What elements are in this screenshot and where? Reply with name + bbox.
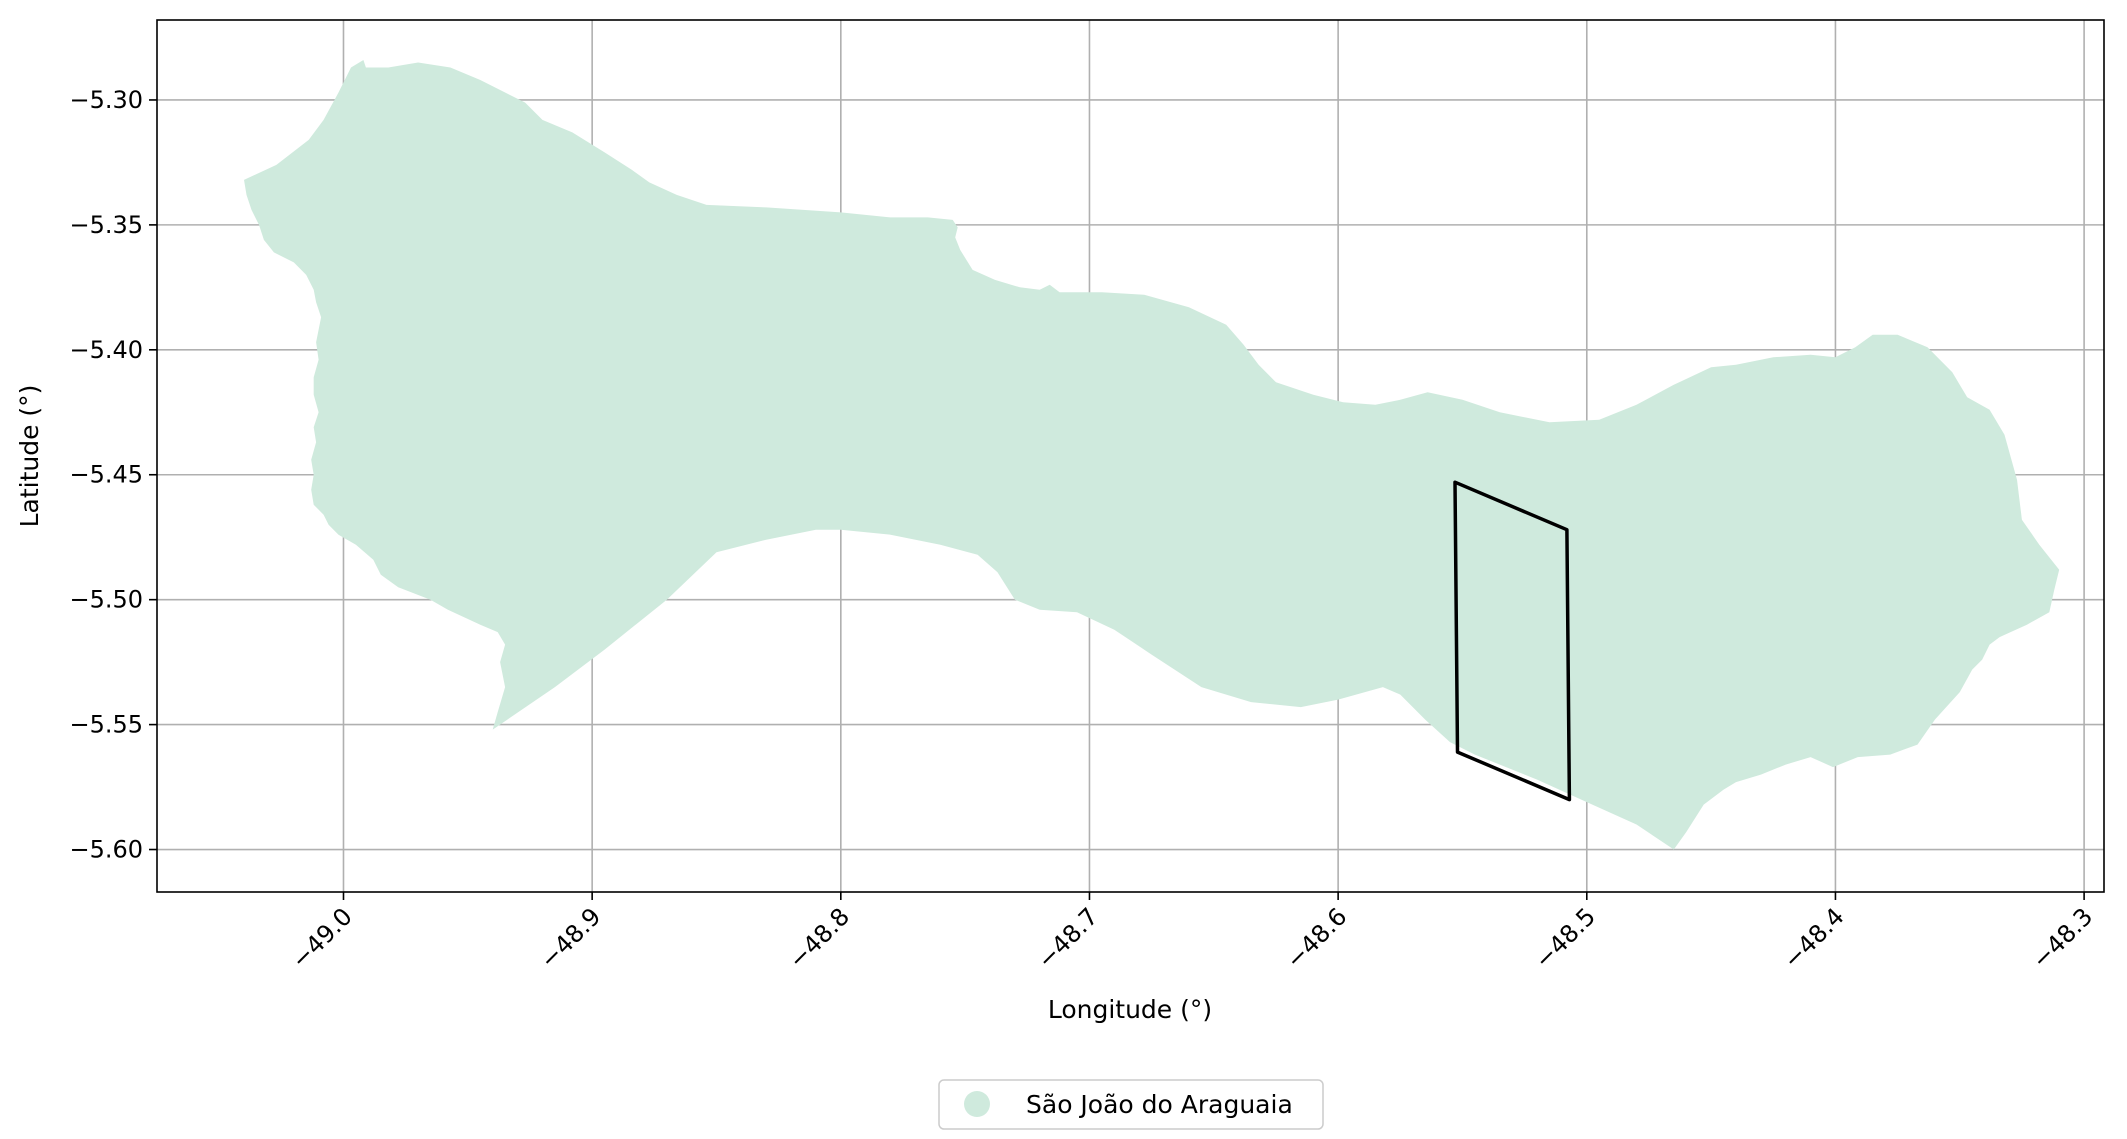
- legend-label: São João do Araguaia: [1026, 1090, 1293, 1119]
- y-tick-label: −5.45: [69, 461, 143, 489]
- legend: São João do Araguaia: [938, 1079, 1324, 1130]
- x-axis-label: Longitude (°): [1048, 995, 1212, 1024]
- study-area-polygon: [1453, 480, 1572, 802]
- legend-marker: [964, 1091, 990, 1117]
- y-tick-label: −5.50: [69, 586, 143, 614]
- y-tick-label: −5.40: [69, 336, 143, 364]
- y-axis-label: Latitude (°): [15, 385, 44, 528]
- y-axis-ticks: −5.30 −5.35 −5.40 −5.45 −5.50 −5.55 −5.60: [69, 86, 157, 864]
- y-tick-label: −5.60: [69, 836, 143, 864]
- municipality-polygon: [244, 60, 2060, 850]
- y-tick-label: −5.35: [69, 211, 143, 239]
- legend-box: [938, 1079, 1324, 1130]
- plot-frame: [156, 19, 2105, 893]
- y-tick-label: −5.55: [69, 711, 143, 739]
- y-tick-label: −5.30: [69, 86, 143, 114]
